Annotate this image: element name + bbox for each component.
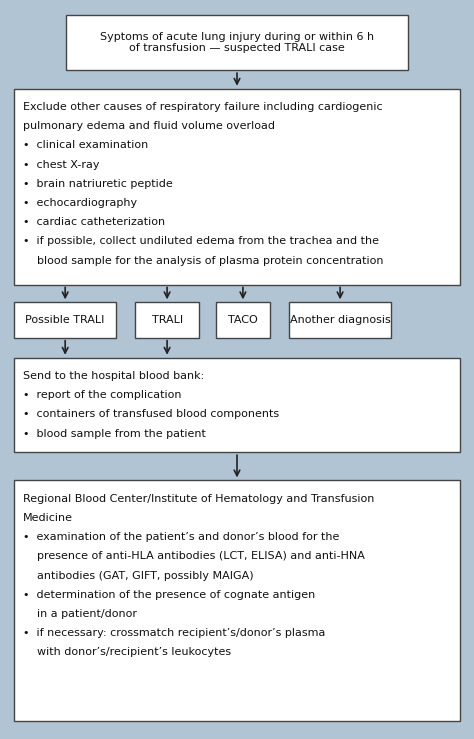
FancyBboxPatch shape xyxy=(14,89,460,285)
Text: •  if necessary: crossmatch recipient’s/donor’s plasma: • if necessary: crossmatch recipient’s/d… xyxy=(23,628,325,638)
Text: Syptoms of acute lung injury during or within 6 h
of transfusion — suspected TRA: Syptoms of acute lung injury during or w… xyxy=(100,32,374,53)
Text: •  determination of the presence of cognate antigen: • determination of the presence of cogna… xyxy=(23,590,315,600)
Text: TACO: TACO xyxy=(228,315,258,325)
Text: •  containers of transfused blood components: • containers of transfused blood compone… xyxy=(23,409,279,420)
Text: TRALI: TRALI xyxy=(152,315,182,325)
Text: •  chest X-ray: • chest X-ray xyxy=(23,160,99,170)
Text: •  if possible, collect undiluted edema from the trachea and the: • if possible, collect undiluted edema f… xyxy=(23,236,379,247)
FancyBboxPatch shape xyxy=(14,358,460,452)
FancyBboxPatch shape xyxy=(14,302,116,338)
Text: •  clinical examination: • clinical examination xyxy=(23,140,148,151)
Text: •  echocardiography: • echocardiography xyxy=(23,198,137,208)
Text: presence of anti-HLA antibodies (LCT, ELISA) and anti-HNA: presence of anti-HLA antibodies (LCT, EL… xyxy=(23,551,365,562)
Text: Medicine: Medicine xyxy=(23,513,73,523)
Text: •  brain natriuretic peptide: • brain natriuretic peptide xyxy=(23,179,173,189)
Text: Exclude other causes of respiratory failure including cardiogenic: Exclude other causes of respiratory fail… xyxy=(23,102,383,112)
Text: Send to the hospital blood bank:: Send to the hospital blood bank: xyxy=(23,371,204,381)
Text: •  report of the complication: • report of the complication xyxy=(23,390,181,401)
FancyBboxPatch shape xyxy=(66,15,408,70)
Text: Regional Blood Center/Institute of Hematology and Transfusion: Regional Blood Center/Institute of Hemat… xyxy=(23,494,374,504)
Text: •  blood sample from the patient: • blood sample from the patient xyxy=(23,429,206,439)
Text: Another diagnosis: Another diagnosis xyxy=(290,315,391,325)
Text: Possible TRALI: Possible TRALI xyxy=(26,315,105,325)
Text: antibodies (GAT, GIFT, possibly MAIGA): antibodies (GAT, GIFT, possibly MAIGA) xyxy=(23,571,254,581)
Text: in a patient/donor: in a patient/donor xyxy=(23,609,137,619)
Text: •  cardiac catheterization: • cardiac catheterization xyxy=(23,217,165,228)
Text: pulmonary edema and fluid volume overload: pulmonary edema and fluid volume overloa… xyxy=(23,121,275,132)
Text: •  examination of the patient’s and donor’s blood for the: • examination of the patient’s and donor… xyxy=(23,532,339,542)
FancyBboxPatch shape xyxy=(135,302,199,338)
Text: blood sample for the analysis of plasma protein concentration: blood sample for the analysis of plasma … xyxy=(23,256,383,266)
FancyBboxPatch shape xyxy=(14,480,460,721)
FancyBboxPatch shape xyxy=(216,302,270,338)
Text: with donor’s/recipient’s leukocytes: with donor’s/recipient’s leukocytes xyxy=(23,647,231,658)
FancyBboxPatch shape xyxy=(289,302,391,338)
